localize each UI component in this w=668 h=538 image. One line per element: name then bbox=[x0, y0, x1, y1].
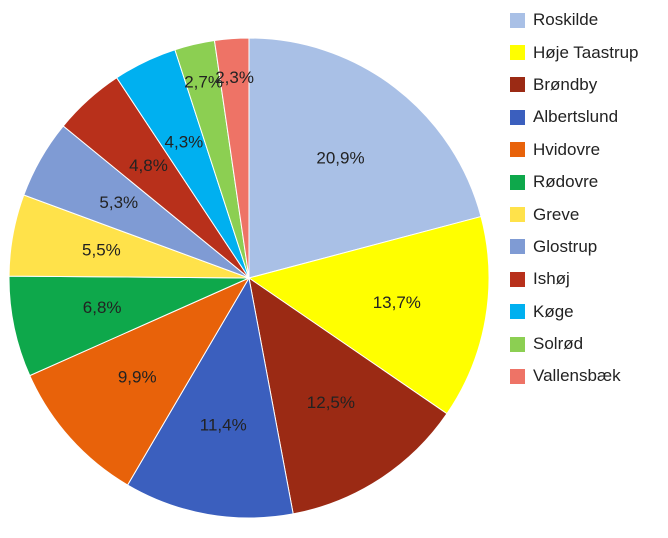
legend-swatch bbox=[510, 304, 525, 320]
data-label-ishoj: 4,8% bbox=[129, 156, 168, 175]
legend-label: Høje Taastrup bbox=[533, 42, 639, 62]
data-label-hoje-taastrup: 13,7% bbox=[373, 293, 421, 312]
legend-item-ishoj: Ishøj bbox=[510, 263, 666, 295]
legend-item-hvidovre: Hvidovre bbox=[510, 134, 666, 166]
legend-item-hoje-taastrup: Høje Taastrup bbox=[510, 36, 666, 68]
data-label-rodovre: 6,8% bbox=[83, 298, 122, 317]
legend-item-greve: Greve bbox=[510, 198, 666, 230]
data-label-koge: 4,3% bbox=[165, 132, 204, 151]
legend-item-koge: Køge bbox=[510, 296, 666, 328]
legend-item-albertslund: Albertslund bbox=[510, 101, 666, 133]
legend-item-brondby: Brøndby bbox=[510, 69, 666, 101]
legend-item-solrod: Solrød bbox=[510, 328, 666, 360]
legend-label: Ishøj bbox=[533, 269, 570, 289]
legend-label: Hvidovre bbox=[533, 139, 601, 159]
data-label-hvidovre: 9,9% bbox=[118, 367, 157, 386]
legend-label: Albertslund bbox=[533, 107, 619, 127]
pie-chart: 20,9% 13,7% 12,5% 11,4% 9,9% 6,8% 5,5% 5,3% 4,8%… bbox=[8, 37, 490, 519]
legend-swatch bbox=[510, 77, 525, 93]
data-label-brondby: 12,5% bbox=[307, 393, 355, 412]
data-label-vallensbaek: 2,3% bbox=[215, 68, 254, 87]
legend-label: Greve bbox=[533, 204, 580, 224]
legend-swatch bbox=[510, 271, 525, 287]
pie-slice-roskilde bbox=[248, 37, 482, 279]
legend-label: Rødovre bbox=[533, 172, 599, 192]
legend-swatch bbox=[510, 368, 525, 384]
legend-label: Brøndby bbox=[533, 74, 598, 94]
legend-label: Vallensbæk bbox=[533, 366, 621, 386]
legend-item-vallensbaek: Vallensbæk bbox=[510, 360, 666, 392]
pie-slice-albertslund bbox=[126, 276, 294, 519]
legend-swatch bbox=[510, 142, 525, 158]
legend-label: Køge bbox=[533, 301, 574, 321]
legend-label: Roskilde bbox=[533, 10, 599, 30]
pie-data-labels: 20,9% 13,7% 12,5% 11,4% 9,9% 6,8% 5,5% 5,3% 4,8%… bbox=[82, 68, 421, 434]
data-label-roskilde: 20,9% bbox=[316, 149, 364, 168]
data-label-solrod: 2,7% bbox=[184, 73, 223, 92]
pie-slice-vallensbaek bbox=[213, 37, 250, 279]
pie-slice-hoje-taastrup bbox=[247, 215, 490, 415]
legend-swatch bbox=[510, 207, 525, 223]
pie-slice-brondby bbox=[248, 276, 448, 515]
data-label-albertslund: 11,4% bbox=[200, 415, 247, 434]
legend-swatch bbox=[510, 239, 525, 255]
legend-swatch bbox=[510, 336, 525, 352]
pie-slices bbox=[8, 37, 490, 519]
data-label-glostrup: 5,3% bbox=[99, 193, 138, 212]
legend-label: Solrød bbox=[533, 334, 584, 354]
pie-slice-hvidovre bbox=[29, 276, 251, 486]
data-label-greve: 5,5% bbox=[82, 241, 121, 260]
legend-swatch bbox=[510, 45, 525, 61]
legend-item-rodovre: Rødovre bbox=[510, 166, 666, 198]
legend-swatch bbox=[510, 109, 525, 125]
legend-item-roskilde: Roskilde bbox=[510, 4, 666, 36]
legend-swatch bbox=[510, 174, 525, 190]
legend-item-glostrup: Glostrup bbox=[510, 231, 666, 263]
legend-swatch bbox=[510, 12, 525, 28]
legend-label: Glostrup bbox=[533, 236, 598, 256]
chart-legend: Roskilde Høje Taastrup Brøndby Albertslund H… bbox=[510, 4, 666, 393]
